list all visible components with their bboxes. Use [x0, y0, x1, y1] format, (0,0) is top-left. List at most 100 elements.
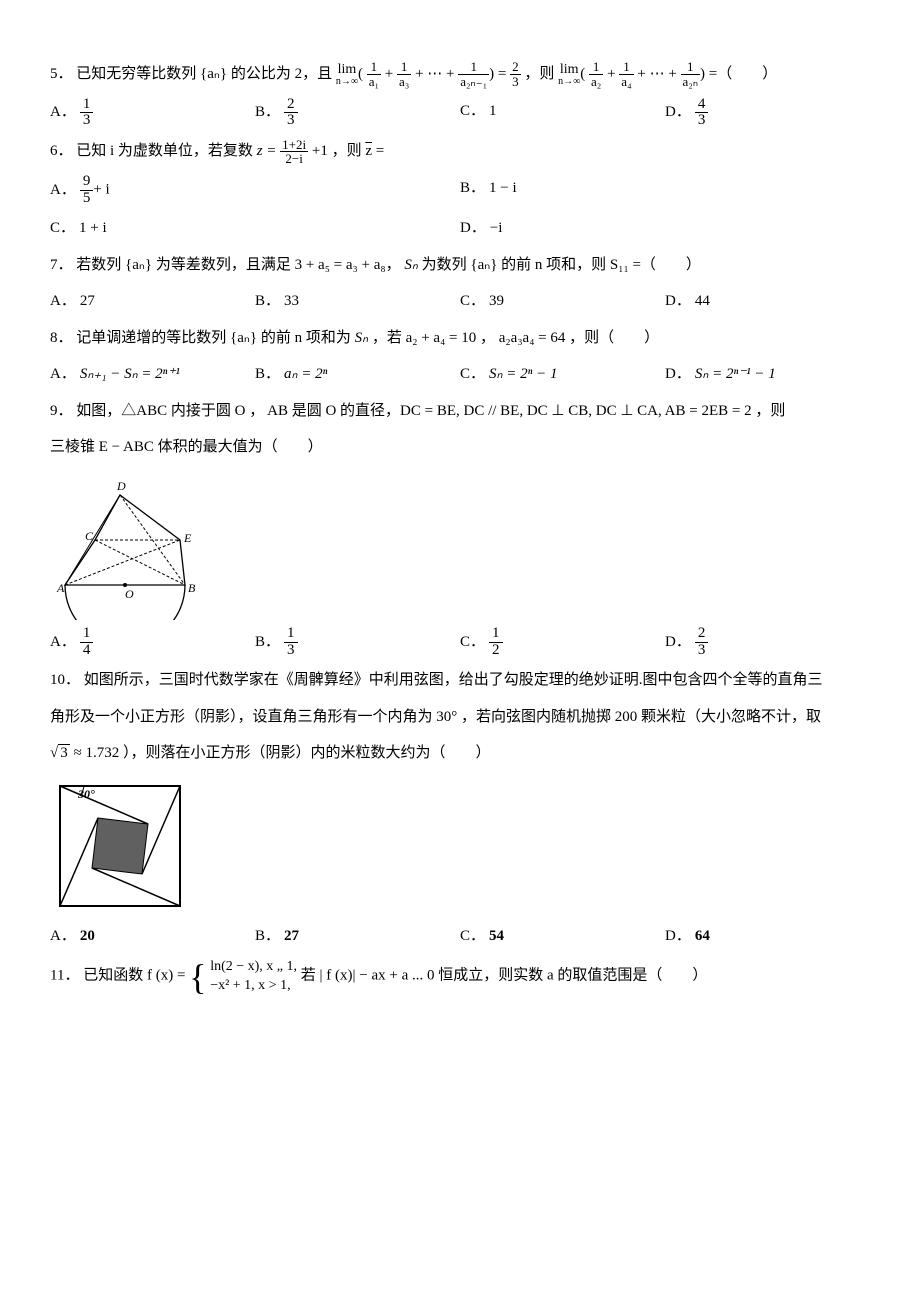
- q5-u2: 1a₄: [619, 60, 633, 88]
- q6-zlhs: z =: [257, 143, 277, 159]
- q7-num: 7．: [50, 257, 73, 273]
- q6-options-1: A．95+ i B．1 − i: [50, 174, 870, 207]
- q10-line2: 角形及一个小正方形（阴影），设直角三角形有一个内角为 30° ，若向弦图内随机抛…: [50, 703, 870, 732]
- q7-seq2: {aₙ}: [470, 257, 497, 273]
- q6-opt-c[interactable]: C．1 + i: [50, 214, 460, 243]
- question-8: 8． 记单调递增的等比数列 {aₙ} 的前 n 项和为 Sₙ ，若 a₂ + a…: [50, 324, 870, 353]
- q9-num: 9．: [50, 403, 73, 419]
- svg-text:30°: 30°: [77, 787, 95, 801]
- q5-opt-a[interactable]: A．13: [50, 97, 255, 130]
- pw-row1: ln(2 − x), x „ 1,: [210, 958, 297, 976]
- svg-text:C: C: [85, 529, 94, 543]
- q9-line2: 三棱锥 E − ABC 体积的最大值为（ ）: [50, 433, 870, 462]
- q10-options: A．20 B．27 C．54 D．64: [50, 922, 870, 951]
- q5-mid1: 的公比为 2，且: [231, 66, 332, 82]
- q8-opt-d[interactable]: D．Sₙ = 2ⁿ⁻¹ − 1: [665, 360, 870, 389]
- q8-b: 的前 n 项和为: [261, 330, 351, 346]
- brace-icon: {: [189, 959, 206, 995]
- lim-icon: limn→∞: [336, 63, 358, 87]
- q6-num: 6．: [50, 143, 73, 159]
- q9-figure: A B C D E O: [50, 470, 870, 620]
- zbar-icon: z: [365, 143, 372, 159]
- q7-opt-b[interactable]: B．33: [255, 287, 460, 316]
- question-10: 10． 如图所示，三国时代数学家在《周髀算经》中利用弦图，给出了勾股定理的绝妙证…: [50, 666, 870, 695]
- q10-num: 10．: [50, 672, 80, 688]
- q10-opt-a[interactable]: A．20: [50, 922, 255, 951]
- q7-options: A．27 B．33 C．39 D．44: [50, 287, 870, 316]
- q5-t3: 1a₂ₙ₋₁: [458, 60, 489, 88]
- q8-opt-b[interactable]: B．aₙ = 2ⁿ: [255, 360, 460, 389]
- q5-t2: 1a₃: [397, 60, 411, 88]
- q6-opt-b[interactable]: B．1 − i: [460, 174, 870, 207]
- q6-opt-a[interactable]: A．95+ i: [50, 174, 460, 207]
- q7-a: 若数列: [76, 257, 121, 273]
- q5-opt-c[interactable]: C．1: [460, 97, 665, 130]
- q6-pre: 已知 i 为虚数单位，若复数: [76, 143, 253, 159]
- question-7: 7． 若数列 {aₙ} 为等差数列，且满足 3 + a₅ = a₃ + a₈， …: [50, 251, 870, 280]
- q8-sn: Sₙ: [355, 330, 368, 346]
- q9-t2: 三棱锥 E − ABC 体积的最大值为（ ）: [50, 439, 323, 455]
- sqrt-icon: 3: [50, 739, 70, 768]
- q10-line3: 3 ≈ 1.732 ），则落在小正方形（阴影）内的米粒数大约为（ ）: [50, 739, 870, 768]
- q11-t1: 已知函数 f (x) =: [83, 968, 185, 984]
- q7-opt-c[interactable]: C．39: [460, 287, 665, 316]
- question-6: 6． 已知 i 为虚数单位，若复数 z = 1+2i2−i +1 ，则 z =: [50, 137, 870, 166]
- q7-b: 为等差数列，且满足 3 + a₅ = a₃ + a₈，: [156, 257, 401, 273]
- q8-opt-c[interactable]: C．Sₙ = 2ⁿ − 1: [460, 360, 665, 389]
- q5-rhs1: 23: [510, 60, 521, 88]
- piecewise: ln(2 − x), x „ 1, −x² + 1, x > 1,: [210, 958, 297, 994]
- svg-text:B: B: [188, 581, 196, 595]
- q10-t3: ），则落在小正方形（阴影）内的米粒数大约为（ ）: [123, 745, 491, 761]
- q5-opt-d[interactable]: D．43: [665, 97, 870, 130]
- q5-mid2: ，则: [524, 66, 554, 82]
- q8-options: A．Sₙ₊₁ − Sₙ = 2ⁿ⁺¹ B．aₙ = 2ⁿ C．Sₙ = 2ⁿ −…: [50, 360, 870, 389]
- q8-a: 记单调递增的等比数列: [76, 330, 226, 346]
- q9-opt-d[interactable]: D．23: [665, 626, 870, 659]
- svg-text:A: A: [56, 581, 65, 595]
- svg-text:D: D: [116, 479, 126, 493]
- q7-seq: {aₙ}: [125, 257, 152, 273]
- q5-pre: 已知无穷等比数列: [76, 66, 196, 82]
- svg-text:E: E: [183, 531, 192, 545]
- q7-opt-a[interactable]: A．27: [50, 287, 255, 316]
- q6-mid: ，则: [332, 143, 362, 159]
- q11-t2: 若: [301, 968, 316, 984]
- q8-opt-a[interactable]: A．Sₙ₊₁ − Sₙ = 2ⁿ⁺¹: [50, 360, 255, 389]
- q6-frac: 1+2i2−i: [280, 138, 308, 166]
- q9-opt-c[interactable]: C．12: [460, 626, 665, 659]
- question-9: 9． 如图，△ABC 内接于圆 O ， AB 是圆 O 的直径，DC = BE,…: [50, 397, 870, 426]
- q10-opt-d[interactable]: D．64: [665, 922, 870, 951]
- q9-opt-b[interactable]: B．13: [255, 626, 460, 659]
- q6-plus: +1: [312, 143, 328, 159]
- q10-figure: 30°: [50, 776, 870, 916]
- q11-t3: − ax + a ... 0 恒成立，则实数 a 的取值范围是（ ）: [359, 968, 707, 984]
- q10-opt-c[interactable]: C．54: [460, 922, 665, 951]
- q11-num: 11．: [50, 968, 79, 984]
- q6-opt-d[interactable]: D．−i: [460, 214, 870, 243]
- q10-t1: 如图所示，三国时代数学家在《周髀算经》中利用弦图，给出了勾股定理的绝妙证明.图中…: [84, 672, 823, 688]
- q5-t1: 1a₁: [367, 60, 381, 88]
- q7-d: 的前 n 项和，则 S₁₁ =（ ）: [501, 257, 701, 273]
- q9-t1: 如图，△ABC 内接于圆 O ， AB 是圆 O 的直径，DC = BE, DC…: [76, 403, 785, 419]
- q10-opt-b[interactable]: B．27: [255, 922, 460, 951]
- q11-abs: | f (x)|: [320, 968, 356, 984]
- q5-num: 5．: [50, 66, 73, 82]
- q8-num: 8．: [50, 330, 73, 346]
- q6-options-2: C．1 + i D．−i: [50, 214, 870, 243]
- q5-u3: 1a₂ₙ: [681, 60, 700, 88]
- q5-seq: {aₙ}: [200, 66, 227, 82]
- q7-c: 为数列: [422, 257, 467, 273]
- q9-options: A．14 B．13 C．12 D．23: [50, 626, 870, 659]
- pw-row2: −x² + 1, x > 1,: [210, 977, 297, 995]
- solid-geometry-figure: A B C D E O: [50, 470, 200, 620]
- q8-c: ，若 a₂ + a₄ = 10 ， a₂a₃a₄ = 64 ，则（ ）: [372, 330, 659, 346]
- q7-sn: Sₙ: [404, 257, 417, 273]
- q9-opt-a[interactable]: A．14: [50, 626, 255, 659]
- q10-t2: 角形及一个小正方形（阴影），设直角三角形有一个内角为 30° ，若向弦图内随机抛…: [50, 709, 821, 725]
- svg-text:O: O: [125, 587, 134, 601]
- q7-opt-d[interactable]: D．44: [665, 287, 870, 316]
- question-5: 5． 已知无穷等比数列 {aₙ} 的公比为 2，且 limn→∞( 1a₁ + …: [50, 60, 870, 89]
- question-11: 11． 已知函数 f (x) = { ln(2 − x), x „ 1, −x²…: [50, 958, 870, 994]
- xiantu-figure: 30°: [50, 776, 190, 916]
- q5-opt-b[interactable]: B．23: [255, 97, 460, 130]
